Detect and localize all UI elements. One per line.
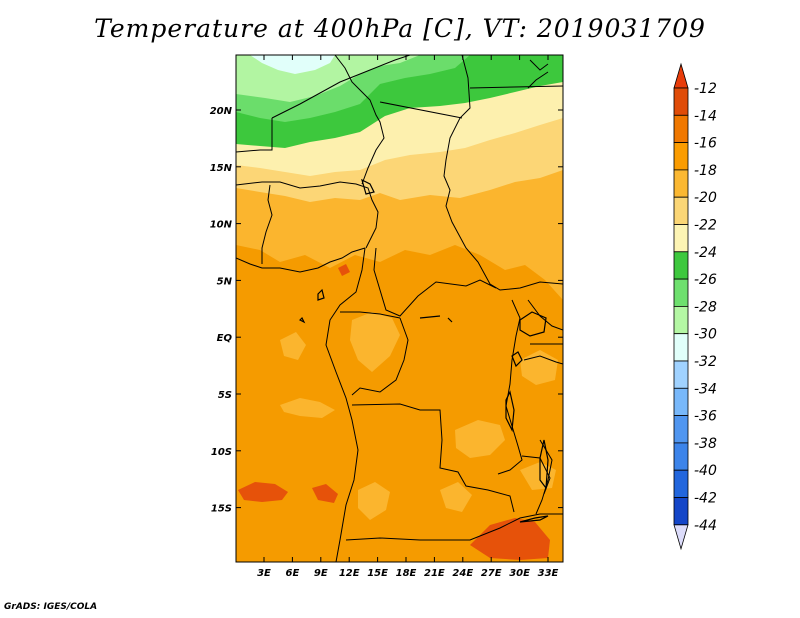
patch-minus12 <box>312 484 338 503</box>
lon-tick-label: 33E <box>538 568 559 579</box>
colorbar-label: -12 <box>694 81 717 97</box>
lat-tick-label: 5N <box>217 276 233 287</box>
colorbar-label: -22 <box>694 218 717 234</box>
lon-tick-label: 12E <box>339 568 360 579</box>
lat-tick-label: 10S <box>211 447 232 458</box>
lon-tick-label: 30E <box>509 568 530 579</box>
colorbar-swatch <box>673 224 689 253</box>
colorbar-label: -44 <box>694 518 717 534</box>
lon-tick-label: 24E <box>452 568 473 579</box>
colorbar-label: -16 <box>694 136 717 152</box>
temperature-field <box>236 55 563 562</box>
colorbar-label: -20 <box>694 190 717 206</box>
colorbar-swatch <box>673 142 689 171</box>
colorbar-swatch <box>673 305 689 335</box>
chart-title: Temperature at 400hPa [C], VT: 201903170… <box>94 14 706 43</box>
patch-minus12 <box>470 518 550 560</box>
latitude-axis: 20N 15N 10N 5N EQ 5S 10S 15S <box>210 106 563 515</box>
colorbar-label: -30 <box>694 327 717 343</box>
map-frame <box>235 54 564 563</box>
lakes <box>298 178 549 523</box>
lon-tick-label: 15E <box>367 568 388 579</box>
patch-minus16 <box>350 312 400 372</box>
lat-tick-label: 20N <box>210 106 233 117</box>
patch-minus16 <box>358 482 390 520</box>
colorbar-swatch <box>673 278 689 307</box>
colorbar-label: -18 <box>694 163 717 179</box>
patch-minus12 <box>338 264 350 276</box>
patch-minus16 <box>440 482 472 512</box>
colorbar-label: -14 <box>694 108 717 124</box>
colorbar-label: -38 <box>694 436 717 452</box>
lon-tick-label: 6E <box>286 568 300 579</box>
patch-minus16 <box>455 420 505 458</box>
colorbar-swatch <box>673 333 689 362</box>
lat-tick-label: 5S <box>218 390 232 401</box>
colorbar-swatch <box>673 415 689 444</box>
band-minus28 <box>250 55 335 74</box>
lat-tick-label: EQ <box>217 333 233 344</box>
lon-tick-label: 21E <box>424 568 445 579</box>
colorbar-top-arrow <box>673 62 689 89</box>
colorbar-swatch <box>673 114 689 144</box>
colorbar-swatch <box>673 442 689 471</box>
colorbar-label: -42 <box>694 491 717 507</box>
colorbar-label: -28 <box>694 299 717 315</box>
colorbar-swatch <box>673 196 689 225</box>
colorbar-label: -40 <box>694 463 717 479</box>
colorbar-label: -24 <box>694 245 717 261</box>
colorbar-label: -36 <box>694 409 717 425</box>
patch-minus16 <box>280 332 306 360</box>
patch-minus16 <box>280 398 335 418</box>
lon-tick-label: 9E <box>314 568 328 579</box>
borders <box>236 55 563 562</box>
colorbar-swatch <box>673 360 689 389</box>
colorbar-label: -26 <box>694 272 717 288</box>
lon-tick-label: 18E <box>396 568 417 579</box>
colorbar-swatch <box>673 497 689 526</box>
colorbar-swatch <box>673 169 689 198</box>
lat-tick-label: 10N <box>210 220 233 231</box>
longitude-axis: 3E 6E 9E 12E 15E 18E 21E 24E 27E 30E 33E <box>257 55 559 579</box>
colorbar-swatch <box>673 469 689 498</box>
lat-tick-label: 15N <box>210 163 233 174</box>
grads-credit: GrADS: IGES/COLA <box>4 602 98 612</box>
colorbar: -12 -14 -16 -18 -20 -22 -24 -26 -28 -30 -32 -34 -36 -… <box>673 62 717 551</box>
colorbar-swatch <box>673 87 689 116</box>
colorbar-label: -32 <box>694 354 717 370</box>
colorbar-bottom-arrow <box>673 524 689 551</box>
colorbar-swatch <box>673 387 689 416</box>
lat-tick-label: 15S <box>211 504 232 515</box>
colorbar-label: -34 <box>694 381 717 397</box>
colorbar-swatch <box>673 251 689 280</box>
lon-tick-label: 3E <box>257 568 271 579</box>
patch-minus12 <box>238 482 288 502</box>
lon-tick-label: 27E <box>481 568 502 579</box>
